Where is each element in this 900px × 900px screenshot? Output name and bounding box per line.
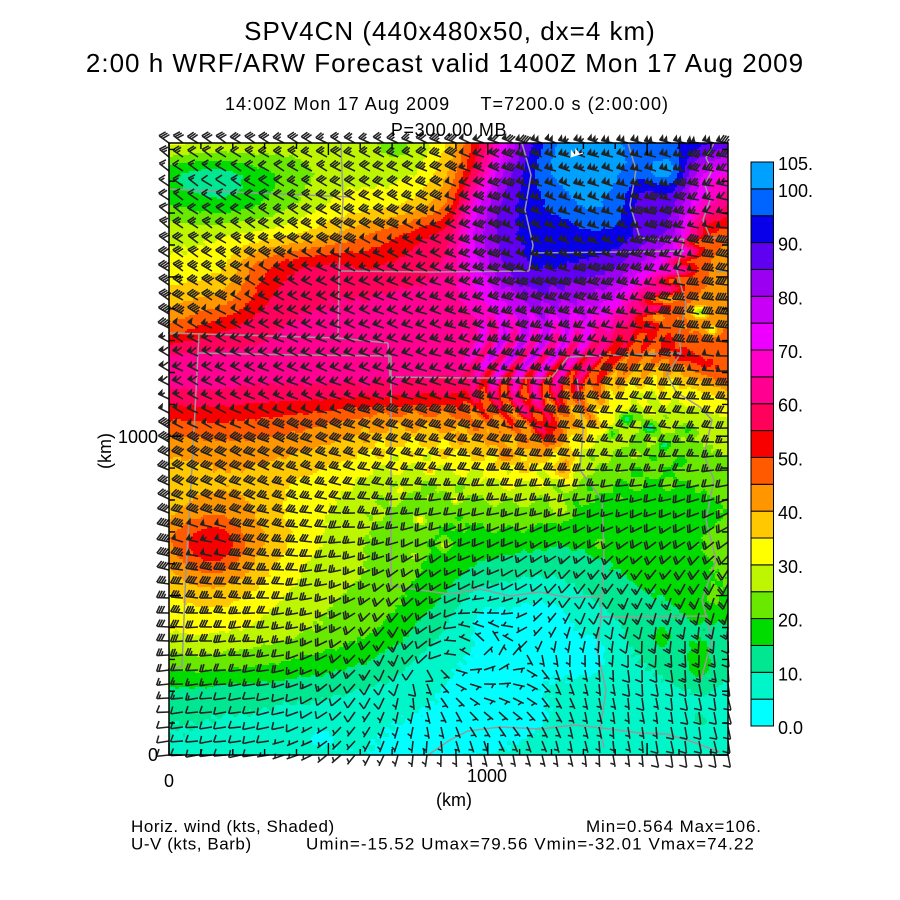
svg-text:1000: 1000	[467, 766, 507, 786]
svg-text:50.: 50.	[778, 449, 803, 469]
svg-text:Min=0.564 Max=106.: Min=0.564 Max=106.	[586, 817, 762, 836]
svg-text:(km): (km)	[436, 790, 472, 810]
svg-text:Horiz. wind (kts, Shaded): Horiz. wind (kts, Shaded)	[131, 817, 335, 836]
svg-text:1000: 1000	[118, 427, 158, 447]
svg-text:105.: 105.	[778, 154, 813, 174]
svg-text:90.: 90.	[778, 235, 803, 255]
svg-text:0.0: 0.0	[778, 718, 803, 738]
svg-text:(km): (km)	[95, 433, 115, 469]
svg-text:Umin=-15.52 Umax=79.56 Vmin=-3: Umin=-15.52 Umax=79.56 Vmin=-32.01 Vmax=…	[306, 835, 755, 854]
svg-text:0: 0	[164, 771, 174, 791]
svg-text:100.: 100.	[778, 181, 813, 201]
svg-text:SPV4CN (440x480x50, dx=4 km): SPV4CN (440x480x50, dx=4 km)	[244, 16, 656, 46]
svg-text:2:00 h WRF/ARW Forecast valid: 2:00 h WRF/ARW Forecast valid 1400Z Mon …	[86, 48, 804, 78]
svg-text:60.: 60.	[778, 396, 803, 416]
svg-text:40.: 40.	[778, 503, 803, 523]
svg-text:30.: 30.	[778, 557, 803, 577]
svg-text:P=300.00 MB: P=300.00 MB	[391, 120, 507, 140]
svg-text:20.: 20.	[778, 611, 803, 631]
svg-text:80.: 80.	[778, 288, 803, 308]
svg-text:10.: 10.	[778, 664, 803, 684]
svg-text:0: 0	[148, 745, 158, 765]
svg-text:14:00Z Mon 17 Aug 2009 T=7: 14:00Z Mon 17 Aug 2009 T=7200.0 s (2:00:…	[225, 94, 669, 114]
svg-text:70.: 70.	[778, 342, 803, 362]
svg-text:U-V (kts, Barb): U-V (kts, Barb)	[131, 835, 252, 854]
